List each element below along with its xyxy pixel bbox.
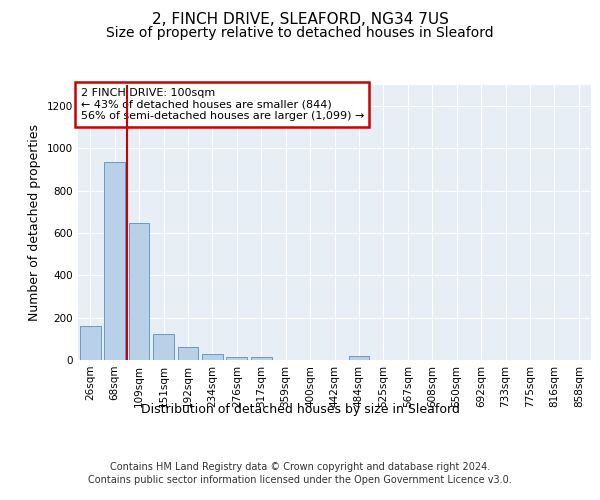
Text: 2 FINCH DRIVE: 100sqm
← 43% of detached houses are smaller (844)
56% of semi-det: 2 FINCH DRIVE: 100sqm ← 43% of detached … xyxy=(80,88,364,121)
Bar xyxy=(153,334,174,360)
Bar xyxy=(104,162,125,360)
Y-axis label: Number of detached properties: Number of detached properties xyxy=(28,124,41,321)
Text: Distribution of detached houses by size in Sleaford: Distribution of detached houses by size … xyxy=(140,402,460,415)
Text: Contains HM Land Registry data © Crown copyright and database right 2024.: Contains HM Land Registry data © Crown c… xyxy=(110,462,490,472)
Text: Size of property relative to detached houses in Sleaford: Size of property relative to detached ho… xyxy=(106,26,494,40)
Bar xyxy=(178,347,199,360)
Text: 2, FINCH DRIVE, SLEAFORD, NG34 7US: 2, FINCH DRIVE, SLEAFORD, NG34 7US xyxy=(152,12,448,28)
Bar xyxy=(251,358,272,360)
Bar xyxy=(128,223,149,360)
Bar xyxy=(80,326,101,360)
Bar xyxy=(202,354,223,360)
Bar xyxy=(349,356,370,360)
Bar xyxy=(226,358,247,360)
Text: Contains public sector information licensed under the Open Government Licence v3: Contains public sector information licen… xyxy=(88,475,512,485)
